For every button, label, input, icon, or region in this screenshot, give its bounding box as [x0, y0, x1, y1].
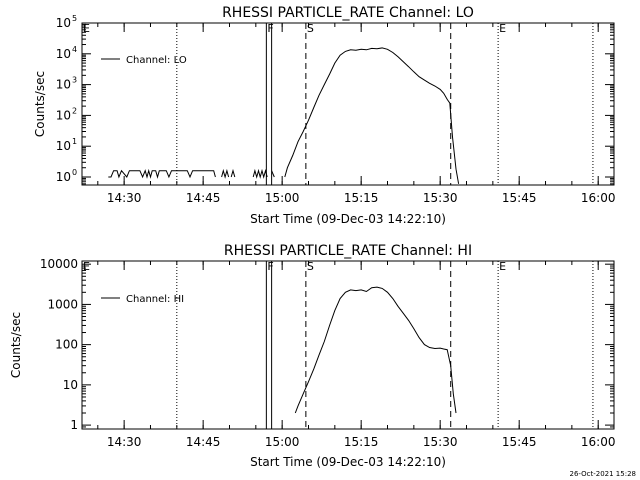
- series-line: [284, 47, 460, 184]
- x-tick-label: 14:30: [107, 435, 142, 449]
- y-axis: 1 10 100 1000 10000: [40, 257, 614, 432]
- x-tick-label: 15:00: [265, 191, 300, 205]
- marker-label-e: E: [499, 22, 506, 35]
- y-axis-label: Counts/sec: [9, 312, 23, 378]
- x-tick-label: 16:00: [581, 435, 616, 449]
- series-line: [294, 286, 457, 414]
- x-axis-label: Start Time (09-Dec-03 14:22:10): [250, 212, 446, 226]
- plot-frame: [81, 22, 615, 186]
- x-tick-label: 16:00: [581, 191, 616, 205]
- x-tick-label: 15:00: [265, 435, 300, 449]
- series-line: [108, 168, 216, 179]
- event-markers: F S EE: [83, 22, 594, 185]
- x-axis: 14:30 14:45 15:00 15:15 15:30 15:45 16:00: [97, 261, 616, 449]
- y-tick-label: 1000: [47, 297, 78, 311]
- y-tick-label: 10: [56, 108, 71, 122]
- x-axis-label: Start Time (09-Dec-03 14:22:10): [250, 455, 446, 469]
- y-tick-exponent: 5: [72, 14, 77, 23]
- y-tick-label: 10: [56, 16, 71, 30]
- chart-panel-lo: RHESSI PARTICLE_RATE Channel: LO 10 010 11…: [33, 5, 615, 226]
- marker-label-s: S: [307, 260, 314, 273]
- y-tick-label: 10: [56, 170, 71, 184]
- marker-label-f: F: [267, 260, 273, 273]
- y-tick-exponent: 2: [72, 106, 77, 115]
- marker-label-edge-e: E: [83, 260, 90, 273]
- x-tick-label: 15:30: [423, 435, 458, 449]
- marker-label-f: F: [267, 22, 273, 35]
- marker-label-e: E: [499, 260, 506, 273]
- y-axis-label: Counts/sec: [33, 71, 47, 137]
- y-tick-exponent: 4: [72, 45, 77, 54]
- series-line: [252, 168, 268, 179]
- y-tick-exponent: 3: [72, 76, 77, 85]
- y-tick-label: 10: [56, 78, 71, 92]
- legend: Channel: LO: [101, 55, 187, 66]
- marker-label-edge-e: E: [83, 22, 90, 35]
- x-tick-label: 15:45: [502, 435, 537, 449]
- x-tick-label: 14:45: [186, 435, 221, 449]
- y-tick-exponent: 1: [72, 137, 77, 146]
- chart-panel-hi: RHESSI PARTICLE_RATE Channel: HI 1101001…: [9, 243, 615, 469]
- y-tick-label: 10: [56, 47, 71, 61]
- generation-timestamp: 26-Oct-2021 15:28: [570, 470, 636, 478]
- y-tick-label: 100: [55, 338, 78, 352]
- y-tick-label: 10: [63, 378, 78, 392]
- chart-title: RHESSI PARTICLE_RATE Channel: HI: [224, 243, 472, 259]
- data-series: [294, 286, 457, 414]
- x-tick-label: 14:30: [107, 191, 142, 205]
- series-line: [221, 168, 230, 179]
- x-tick-label: 15:15: [344, 435, 379, 449]
- y-tick-label: 1: [70, 418, 78, 432]
- legend-label: Channel: LO: [126, 55, 187, 66]
- series-line: [230, 168, 236, 178]
- x-tick-label: 15:45: [502, 191, 537, 205]
- legend: Channel: HI: [101, 294, 184, 305]
- y-tick-label: 10000: [40, 257, 78, 271]
- x-tick-label: 14:45: [186, 191, 221, 205]
- y-tick-exponent: 0: [72, 168, 77, 177]
- plot-frame: [81, 260, 615, 430]
- event-markers: F S EE: [83, 260, 594, 429]
- chart-title: RHESSI PARTICLE_RATE Channel: LO: [222, 5, 474, 21]
- marker-label-s: S: [307, 22, 314, 35]
- x-tick-label: 15:30: [423, 191, 458, 205]
- y-tick-label: 10: [56, 139, 71, 153]
- x-tick-label: 15:15: [344, 191, 379, 205]
- x-axis: 14:30 14:45 15:00 15:15 15:30 15:45 16:00: [97, 23, 616, 205]
- legend-label: Channel: HI: [126, 294, 184, 305]
- data-series: [108, 47, 460, 184]
- series-line: [271, 170, 275, 178]
